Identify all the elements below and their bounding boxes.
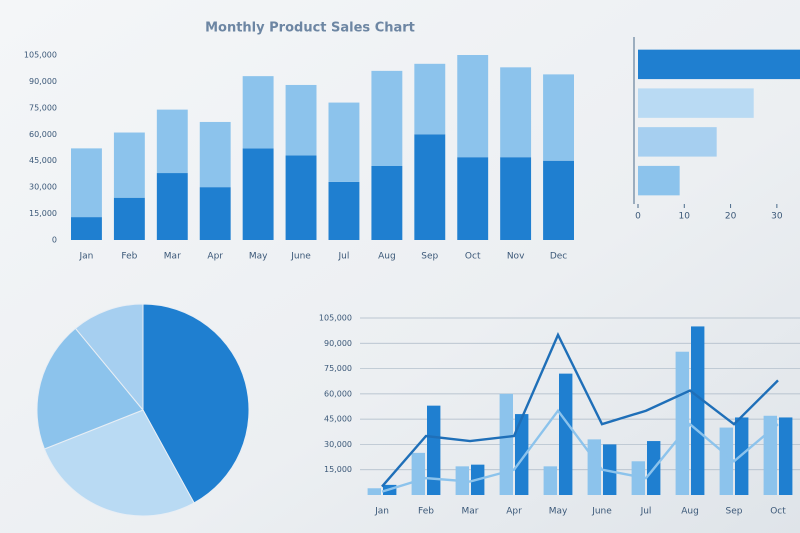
x-tick-label: May — [249, 252, 268, 262]
y-tick-label: 75,000 — [29, 103, 57, 112]
bar — [371, 166, 403, 240]
y-tick-label: 45,000 — [324, 415, 352, 424]
pie-slice — [74, 303, 144, 412]
x-tick-label: 10 — [679, 212, 691, 222]
bar — [543, 74, 574, 161]
pie-slice — [142, 303, 250, 504]
x-tick-label: May — [549, 507, 568, 517]
bar — [427, 405, 441, 495]
bar — [113, 132, 145, 198]
y-tick-label: 0 — [52, 236, 57, 245]
x-tick-label: Jul — [338, 252, 350, 262]
x-tick-label: Mar — [462, 507, 479, 517]
y-tick-label: 15,000 — [324, 465, 352, 474]
y-tick-label: 60,000 — [29, 130, 57, 139]
chart-title: Monthly Product Sales Chart — [205, 21, 415, 36]
x-tick-label: Mar — [164, 252, 181, 262]
y-tick-label: 30,000 — [324, 440, 352, 449]
bar — [242, 76, 274, 149]
x-tick-label: Oct — [770, 507, 786, 517]
bar — [242, 148, 274, 240]
bar — [638, 165, 680, 196]
bar — [156, 109, 188, 174]
bar — [414, 134, 446, 240]
bar — [500, 157, 532, 240]
y-tick-label: 90,000 — [324, 339, 352, 348]
x-tick-label: Dec — [550, 252, 567, 262]
bar — [71, 148, 102, 218]
x-tick-label: 30 — [771, 212, 783, 222]
bar — [603, 444, 617, 495]
bar — [543, 160, 574, 240]
bar — [691, 326, 705, 495]
bar — [763, 415, 777, 495]
y-tick-label: 30,000 — [29, 183, 57, 192]
bar — [71, 217, 102, 240]
x-tick-label: 20 — [725, 212, 737, 222]
bar — [285, 84, 317, 156]
x-tick-label: June — [591, 507, 612, 517]
bar — [500, 67, 532, 158]
y-tick-label: 105,000 — [319, 314, 352, 323]
line — [381, 332, 779, 488]
bar — [113, 197, 145, 240]
x-tick-label: Apr — [506, 507, 522, 517]
bar — [457, 157, 489, 240]
y-tick-label: 60,000 — [324, 389, 352, 398]
x-tick-label: Aug — [681, 507, 699, 517]
bar — [675, 351, 689, 495]
x-tick-label: Feb — [418, 507, 434, 517]
bar — [371, 70, 403, 166]
x-tick-label: Jan — [79, 252, 94, 262]
line — [381, 408, 779, 493]
x-tick-label: Jan — [374, 507, 389, 517]
y-tick-label: 105,000 — [24, 51, 57, 60]
bar — [199, 187, 231, 240]
bar — [638, 88, 754, 118]
bar — [457, 55, 489, 158]
x-tick-label: Feb — [121, 252, 137, 262]
x-tick-label: 0 — [635, 212, 641, 222]
bar — [779, 417, 793, 495]
bar — [631, 461, 645, 495]
bar — [328, 181, 360, 240]
bar — [719, 427, 733, 495]
bar — [199, 121, 231, 188]
bar — [414, 63, 446, 135]
bar — [411, 452, 425, 495]
y-tick-label: 45,000 — [29, 156, 57, 165]
bar — [515, 414, 529, 495]
x-tick-label: June — [290, 252, 311, 262]
y-tick-label: 75,000 — [324, 364, 352, 373]
x-tick-label: Nov — [507, 252, 525, 262]
pie-slice — [36, 327, 144, 450]
bar — [328, 102, 360, 182]
bar — [638, 127, 717, 157]
bar — [543, 466, 557, 495]
x-tick-label: Sep — [421, 252, 438, 262]
x-tick-label: Jul — [640, 507, 652, 517]
y-tick-label: 90,000 — [29, 77, 57, 86]
bar — [367, 488, 381, 495]
bar — [285, 155, 317, 240]
pie-slice — [43, 409, 195, 517]
x-tick-label: Aug — [378, 252, 396, 262]
bar — [499, 393, 513, 495]
x-tick-label: Sep — [726, 507, 743, 517]
y-tick-label: 15,000 — [29, 209, 57, 218]
bar — [559, 373, 573, 495]
x-tick-label: Oct — [465, 252, 481, 262]
bar — [156, 173, 188, 240]
x-tick-label: Apr — [207, 252, 223, 262]
bar — [638, 49, 800, 80]
